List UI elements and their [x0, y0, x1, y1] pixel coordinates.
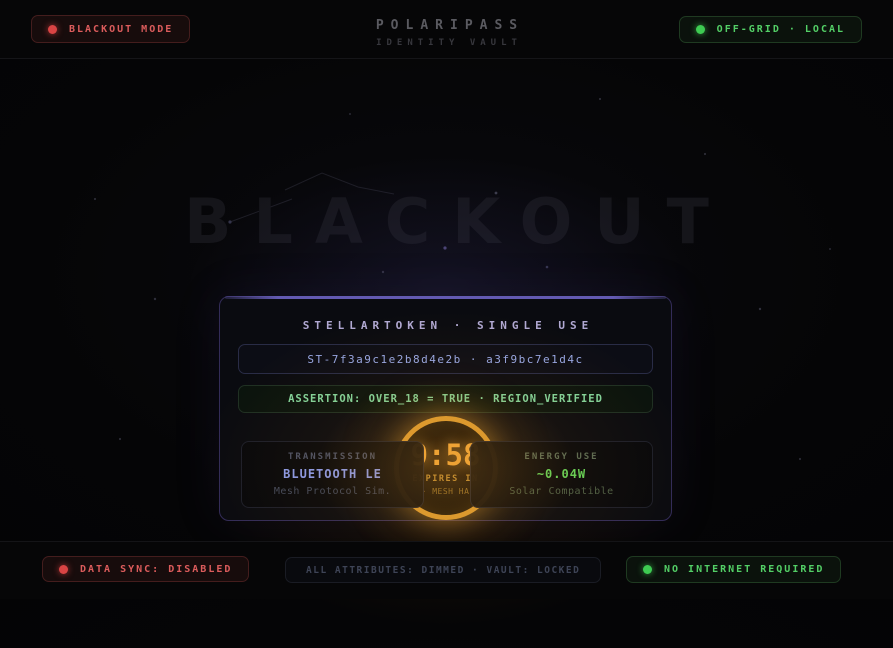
timer-label: EXPIRES IN: [412, 473, 479, 484]
energy-value: ~0.04W: [536, 467, 587, 481]
green-dot-icon: [643, 565, 652, 574]
blackout-mode-label: BLACKOUT MODE: [69, 23, 174, 35]
assertion-text: ASSERTION: OVER_18 = TRUE · REGION_VERIF…: [288, 393, 603, 405]
card-title: STELLARTOKEN · SINGLE USE: [302, 319, 594, 332]
transmission-panel: TRANSMISSION BLUETOOTH LE Mesh Protocol …: [241, 441, 424, 508]
red-dot-icon: [59, 564, 68, 574]
data-sync-badge[interactable]: DATA SYNC: DISABLED: [42, 556, 250, 582]
header-bar: BLACKOUT MODE POLARIPASS IDENTITY VAULT …: [0, 0, 893, 59]
token-value: ST-7f3a9c1e2b8d4e2b · a3f9bc7e1d4c: [307, 352, 584, 366]
token-value-field[interactable]: ST-7f3a9c1e2b8d4e2b · a3f9bc7e1d4c: [238, 344, 653, 374]
blackout-mode-badge[interactable]: BLACKOUT MODE: [31, 15, 191, 43]
assertion-field: ASSERTION: OVER_18 = TRUE · REGION_VERIF…: [238, 385, 653, 413]
transmission-label: TRANSMISSION: [287, 452, 378, 462]
energy-use-panel: ENERGY USE ~0.04W Solar Compatible: [470, 441, 653, 508]
starfield-decoration: [93, 97, 831, 461]
transmission-value: BLUETOOTH LE: [283, 467, 382, 481]
main-area: BLACKOUT STELLARTOKEN · SINGLE USE ST-7f…: [0, 59, 893, 648]
attributes-status-label: ALL ATTRIBUTES: DIMMED · VAULT: LOCKED: [306, 564, 581, 576]
data-sync-label: DATA SYNC: DISABLED: [80, 563, 233, 575]
blackout-watermark: BLACKOUT: [184, 185, 731, 258]
energy-sub: Solar Compatible: [509, 486, 614, 497]
stellar-token-card: STELLARTOKEN · SINGLE USE ST-7f3a9c1e2b8…: [219, 296, 672, 521]
footer-bar: DATA SYNC: DISABLED ALL ATTRIBUTES: DIMM…: [0, 541, 893, 599]
offgrid-local-label: OFF-GRID · LOCAL: [716, 24, 845, 35]
energy-label: ENERGY USE: [524, 452, 599, 462]
no-internet-label: NO INTERNET REQUIRED: [664, 564, 825, 575]
card-accent-line: [225, 296, 666, 299]
app-title: POLARIPASS: [375, 18, 525, 33]
offgrid-local-badge[interactable]: OFF-GRID · LOCAL: [678, 16, 862, 43]
green-dot-icon: [695, 25, 705, 34]
app-subtitle: IDENTITY VAULT: [376, 38, 522, 48]
transmission-sub: Mesh Protocol Sim.: [273, 486, 392, 497]
timer-sub-label: · MESH HA: [421, 486, 470, 496]
attributes-status-badge: ALL ATTRIBUTES: DIMMED · VAULT: LOCKED: [285, 557, 602, 583]
red-dot-icon: [48, 24, 57, 34]
no-internet-badge: NO INTERNET REQUIRED: [626, 556, 842, 583]
